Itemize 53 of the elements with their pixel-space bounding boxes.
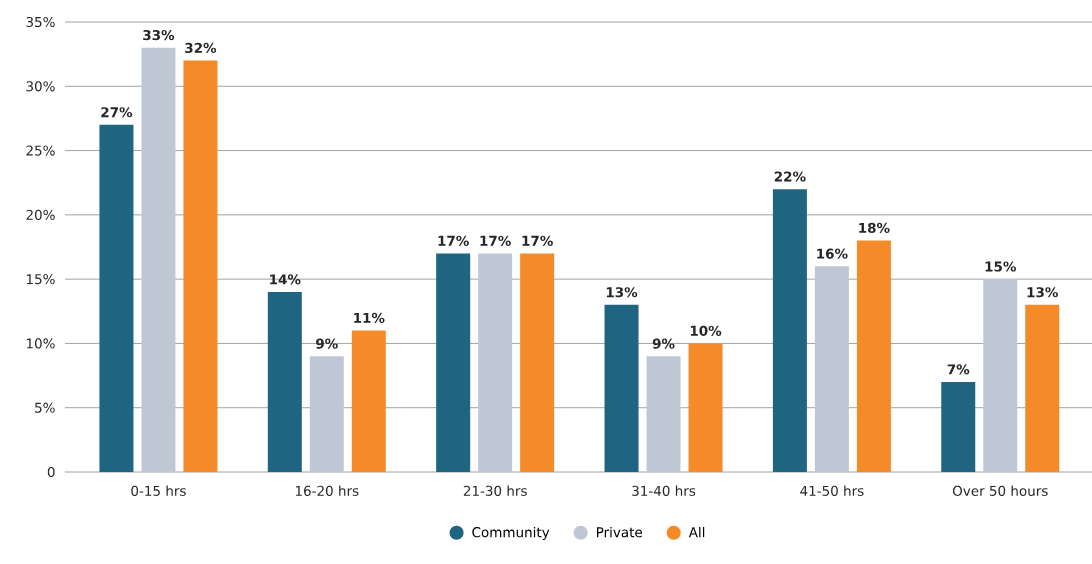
bar: [983, 279, 1018, 472]
data-label: 13%: [1027, 287, 1058, 298]
data-label: 27%: [101, 107, 133, 118]
data-label: 9%: [316, 338, 338, 349]
data-label: 17%: [438, 235, 469, 246]
data-label: 17%: [522, 235, 553, 246]
bar: [351, 330, 386, 472]
legend-label: Community: [472, 526, 550, 540]
x-tick-label: 21-30 hrs: [463, 485, 527, 496]
data-label: 16%: [817, 248, 848, 259]
bar: [1025, 304, 1060, 472]
x-tick-label: 41-50 hrs: [800, 485, 864, 496]
bar: [856, 240, 891, 472]
x-tick-label: Over 50 hours: [952, 485, 1048, 496]
bar: [267, 292, 302, 472]
y-tick-label: 20%: [26, 209, 55, 220]
data-label: 11%: [354, 312, 385, 324]
bar: [646, 356, 681, 472]
bar: [309, 356, 344, 472]
data-label: 17%: [480, 235, 511, 246]
data-label: 13%: [606, 287, 638, 298]
x-tick-label: 0-15 hrs: [131, 485, 186, 496]
bar: [814, 266, 849, 472]
data-label: 33%: [143, 29, 175, 41]
data-label: 22%: [774, 171, 806, 182]
bar: [941, 382, 976, 472]
bar: [520, 253, 555, 472]
data-label: 9%: [652, 338, 675, 349]
data-label: 14%: [270, 274, 301, 285]
bar: [478, 253, 513, 472]
y-tick-label: 25%: [26, 145, 55, 156]
bar: [141, 47, 176, 472]
data-label: 32%: [185, 42, 217, 54]
data-label: 7%: [947, 364, 970, 375]
legend-label: Private: [596, 526, 643, 538]
y-tick-label: 5%: [35, 402, 55, 413]
y-tick-label: 30%: [26, 81, 55, 92]
bar: [436, 253, 471, 472]
bar: [772, 189, 807, 472]
legend-label: All: [688, 526, 705, 538]
x-tick-label: 31-40 hrs: [632, 485, 696, 496]
bar: [604, 304, 639, 472]
bar: [688, 343, 723, 472]
bar: [99, 124, 134, 472]
y-tick-label: 10%: [26, 338, 55, 349]
bar: [183, 60, 218, 472]
x-tick-label: 16-20 hrs: [295, 485, 359, 496]
data-label: 18%: [859, 222, 890, 234]
y-tick-label: 35%: [26, 16, 55, 28]
y-tick-label: 15%: [26, 274, 55, 285]
data-label: 15%: [985, 261, 1016, 272]
data-label: 10%: [690, 325, 722, 336]
y-tick-label: 0: [47, 466, 55, 478]
